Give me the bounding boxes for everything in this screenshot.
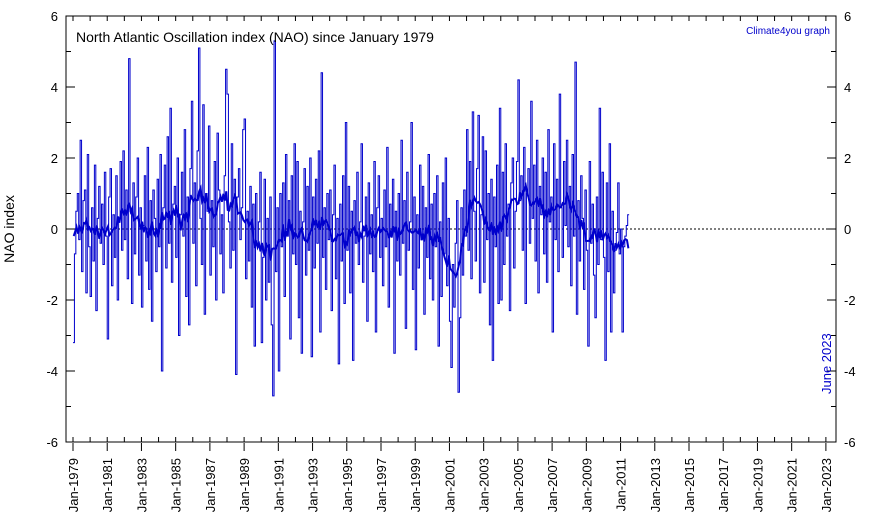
y-tick-label-left: 4 <box>51 80 58 95</box>
x-tick-label: Jan-2023 <box>819 458 834 512</box>
y-tick-label-left: -4 <box>46 364 58 379</box>
x-tick-label: Jan-1995 <box>340 458 355 512</box>
x-tick-label: Jan-2019 <box>750 458 765 512</box>
series-layer <box>72 40 630 397</box>
x-tick-label: Jan-2017 <box>716 458 731 512</box>
y-tick-label-right: -2 <box>844 293 856 308</box>
date-label: June 2023 <box>819 333 834 394</box>
x-tick-label: Jan-1985 <box>169 458 184 512</box>
y-tick-label-left: 2 <box>51 151 58 166</box>
x-tick-label: Jan-1993 <box>306 458 321 512</box>
x-tick-label: Jan-1979 <box>66 458 81 512</box>
y-axis-label: NAO index <box>1 195 17 263</box>
x-tick-label: Jan-1999 <box>408 458 423 512</box>
y-tick-label-right: -6 <box>844 435 856 450</box>
x-tick-label: Jan-2009 <box>579 458 594 512</box>
x-tick-label: Jan-2013 <box>648 458 663 512</box>
chart-title: North Atlantic Oscillation index (NAO) s… <box>76 29 434 45</box>
x-tick-label: Jan-2021 <box>785 458 800 512</box>
y-tick-label-left: -6 <box>46 435 58 450</box>
x-tick-label: Jan-1997 <box>374 458 389 512</box>
y-tick-label-right: 2 <box>844 151 851 166</box>
x-tick-label: Jan-1987 <box>203 458 218 512</box>
x-tick-label: Jan-1989 <box>237 458 252 512</box>
y-tick-label-right: 4 <box>844 80 851 95</box>
x-tick-label: Jan-2003 <box>477 458 492 512</box>
axes-layer: -6 -6 -4 -4 -2 -2 0 0 2 2 4 4 6 6 Jan-1979 Jan-1981 Jan-… <box>46 9 855 512</box>
x-tick-label: Jan-1981 <box>100 458 115 512</box>
running-mean-series <box>72 181 630 279</box>
y-tick-label-right: -4 <box>844 364 856 379</box>
y-tick-label-left: -2 <box>46 293 58 308</box>
y-tick-label-right: 6 <box>844 9 851 24</box>
x-tick-label: Jan-2015 <box>682 458 697 512</box>
monthly-nao-series <box>73 40 630 397</box>
x-tick-label: Jan-2007 <box>545 458 560 512</box>
x-tick-label: Jan-1991 <box>271 458 286 512</box>
x-tick-label: Jan-2005 <box>511 458 526 512</box>
x-tick-label: Jan-2011 <box>614 458 629 511</box>
x-tick-label: Jan-2001 <box>442 458 457 512</box>
y-tick-label-right: 0 <box>844 222 851 237</box>
x-tick-label: Jan-1983 <box>134 458 149 512</box>
plot-frame <box>65 15 837 443</box>
y-tick-label-left: 6 <box>51 9 58 24</box>
y-tick-label-left: 0 <box>51 222 58 237</box>
credit-label: Climate4you graph <box>746 26 830 37</box>
